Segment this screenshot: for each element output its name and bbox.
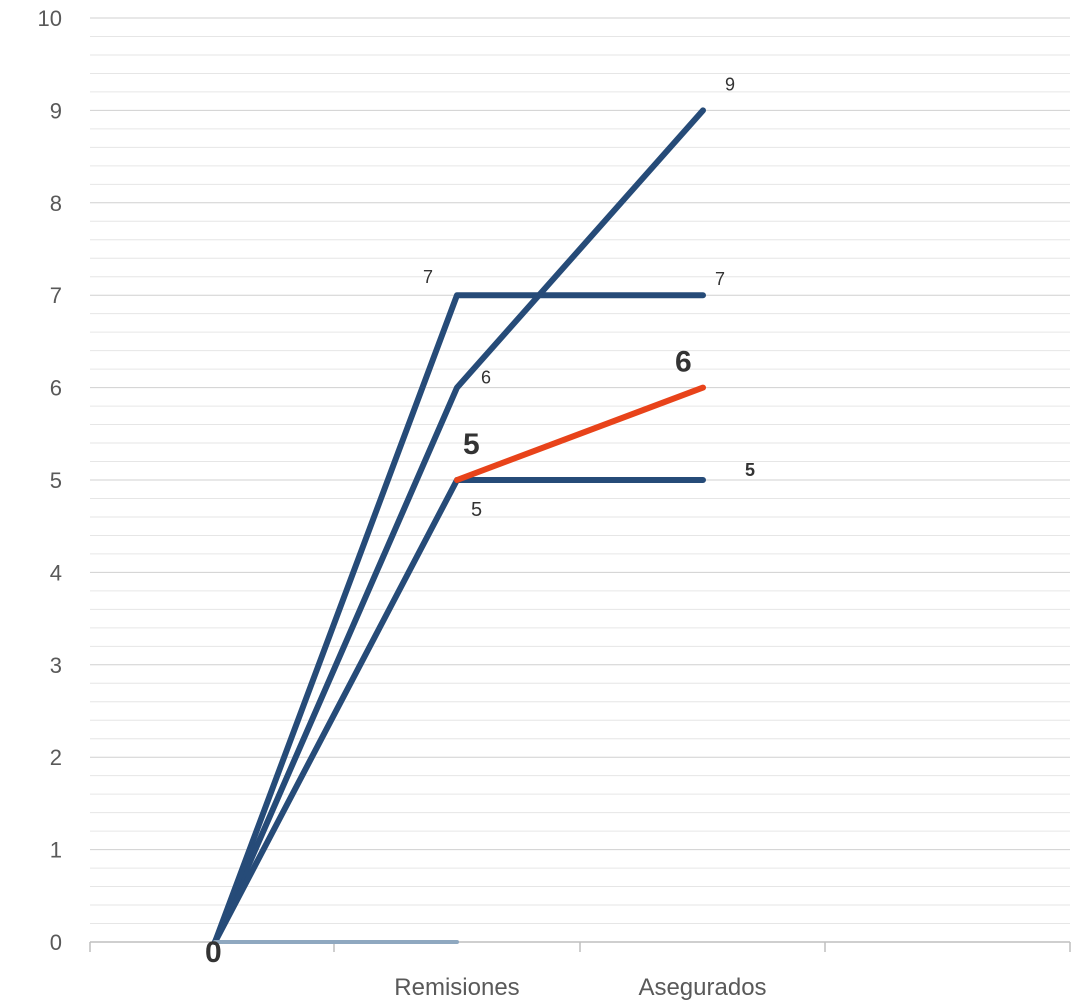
data-label: 7 — [423, 267, 433, 287]
series-line — [212, 107, 706, 945]
y-tick-label: 10 — [38, 6, 62, 31]
series-line — [454, 384, 706, 483]
y-axis-ticks: 0 1 2 3 4 5 6 7 8 9 10 — [38, 6, 62, 955]
data-label: 5 — [745, 460, 755, 480]
data-label: 6 — [675, 346, 692, 379]
y-tick-label: 1 — [50, 838, 62, 863]
gridlines — [90, 17, 1070, 925]
y-tick-label: 5 — [50, 468, 62, 493]
data-label: 5 — [471, 499, 482, 521]
y-tick-label: 9 — [50, 98, 62, 123]
series-line — [212, 292, 706, 945]
y-tick-label: 3 — [50, 653, 62, 678]
y-tick-label: 8 — [50, 191, 62, 216]
series-lines — [212, 107, 706, 945]
data-label: 6 — [481, 368, 491, 388]
y-tick-label: 0 — [50, 930, 62, 955]
data-label: 0 — [205, 936, 222, 969]
y-tick-label: 6 — [50, 376, 62, 401]
data-labels: 0 6 9 7 7 5 5 5 6 — [205, 74, 755, 969]
data-label: 9 — [725, 74, 735, 94]
x-category-label: Asegurados — [638, 974, 766, 1001]
x-category-label: Remisiones — [394, 974, 519, 1001]
data-label: 5 — [463, 428, 480, 461]
y-tick-label: 7 — [50, 283, 62, 308]
data-label: 7 — [715, 269, 725, 289]
series-line — [212, 477, 706, 945]
y-tick-label: 2 — [50, 745, 62, 770]
x-axis: Remisiones Asegurados — [89, 941, 1071, 1001]
y-tick-label: 4 — [50, 560, 62, 585]
